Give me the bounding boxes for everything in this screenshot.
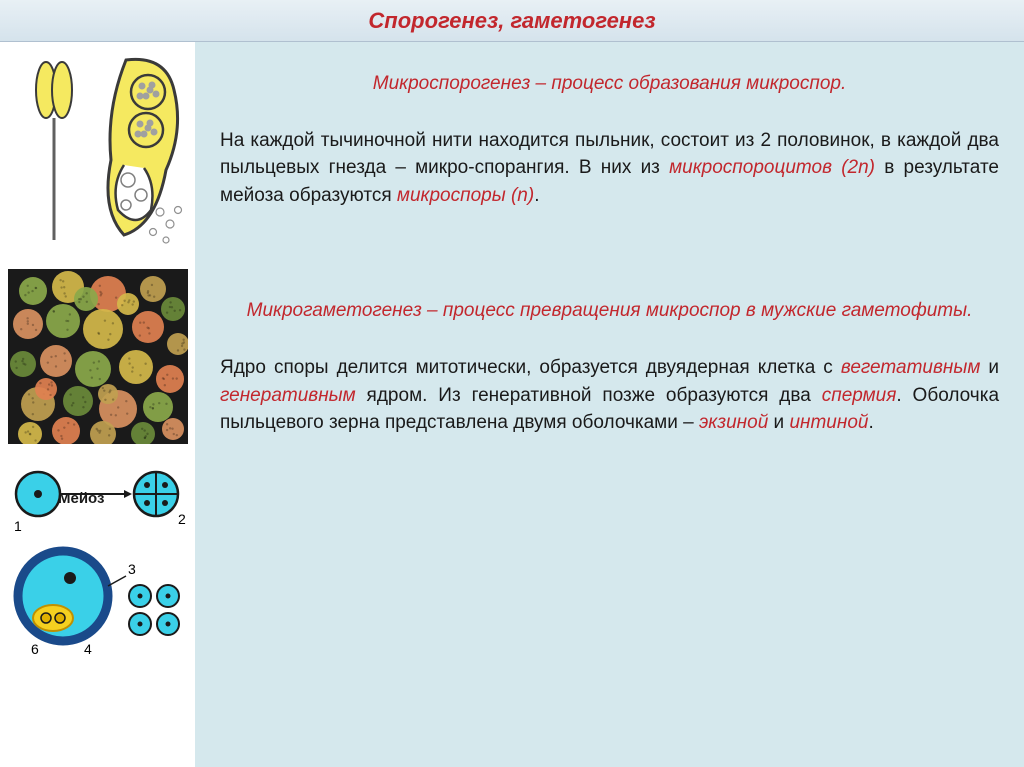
term-microgametogenesis: Микрогаметогенез (247, 300, 422, 321)
label-2: 2 (178, 511, 186, 527)
section2-paragraph: Ядро споры делится митотически, образует… (220, 354, 999, 437)
label-1: 1 (14, 518, 22, 534)
title-bar: Спорогенез, гаметогенез (0, 0, 1024, 42)
meiosis-diagram: 1 Мейоз 2 (8, 466, 188, 656)
text-panel: Микроспорогенез – процесс образования ми… (195, 42, 1024, 767)
label-6: 6 (31, 641, 39, 656)
left-illustration-column: 1 Мейоз 2 (0, 42, 195, 767)
meiosis-label: Мейоз (58, 490, 104, 507)
section1-heading: Микроспорогенез – процесс образования ми… (220, 72, 999, 97)
section2-heading: Микрогаметогенез – процесс превращения м… (220, 299, 999, 324)
term-microsporogenesis: Микроспорогенез (373, 73, 531, 94)
pollen-micrograph (8, 269, 188, 444)
page-title: Спорогенез, гаметогенез (368, 8, 655, 34)
section1-paragraph: На каждой тычиночной нити находится пыль… (220, 127, 999, 210)
anther-illustration (8, 52, 188, 247)
label-3: 3 (128, 561, 136, 577)
main-content: 1 Мейоз 2 (0, 42, 1024, 767)
label-4: 4 (84, 641, 92, 656)
